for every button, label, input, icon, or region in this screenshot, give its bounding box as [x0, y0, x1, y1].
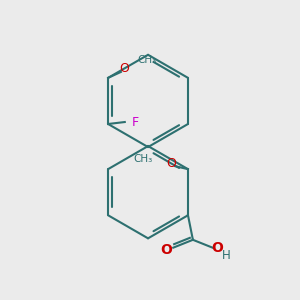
Text: CH₃: CH₃ — [134, 154, 153, 164]
Text: O: O — [167, 157, 176, 170]
Text: H: H — [222, 249, 231, 262]
Text: CH₃: CH₃ — [137, 55, 157, 65]
Text: O: O — [119, 61, 129, 74]
Text: F: F — [132, 116, 139, 128]
Text: O: O — [160, 243, 172, 256]
Text: O: O — [212, 241, 224, 255]
